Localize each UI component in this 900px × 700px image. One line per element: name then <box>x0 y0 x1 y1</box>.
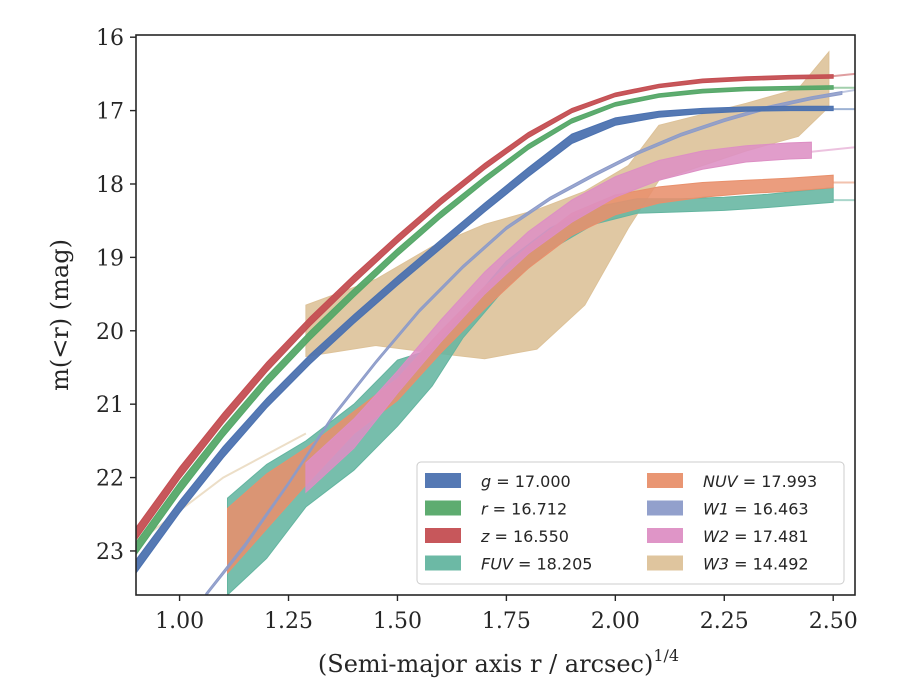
x-tick-label: 1.75 <box>482 609 531 634</box>
legend-label-g: g = 17.000 <box>481 472 571 491</box>
legend-swatch-z <box>425 528 461 543</box>
y-tick-label: 23 <box>96 540 124 565</box>
legend-swatch-w1 <box>647 500 683 516</box>
y-axis-label: m(<r) (mag) <box>46 239 74 391</box>
x-axis-label: (Semi-major axis r / arcsec)1/4 <box>318 646 679 678</box>
legend-swatch-g <box>425 473 461 488</box>
y-tick-label: 17 <box>96 100 124 125</box>
legend-box <box>416 461 845 585</box>
series-z-extension <box>833 72 855 78</box>
legend-label-r: r = 16.712 <box>481 500 567 519</box>
legend-label-nuv: NUV = 17.993 <box>703 472 817 491</box>
legend-swatch-r <box>425 500 461 516</box>
legend-swatch-w3 <box>647 555 683 571</box>
legend-label-z: z = 16.550 <box>480 527 569 546</box>
series-w2-band <box>305 141 812 494</box>
legend-label-w1: W1 = 16.463 <box>703 500 809 519</box>
series-w1-band <box>205 90 843 595</box>
series-r-band <box>136 85 834 556</box>
y-tick-label: 19 <box>96 246 124 271</box>
series-w2-extension <box>811 146 855 153</box>
plot-frame <box>135 34 856 596</box>
x-tick-label: 1.50 <box>373 609 422 634</box>
legend-label-fuv: FUV = 18.205 <box>481 555 592 574</box>
series-w1-extension <box>841 89 855 94</box>
y-tick-label: 18 <box>96 173 124 198</box>
y-tick-label: 21 <box>96 393 124 418</box>
legend: g = 17.000 r = 16.712 z = 16.550 FUV = 18.2… <box>416 461 845 585</box>
series-z-band <box>136 74 834 541</box>
legend-label-w3: W3 = 14.492 <box>703 555 809 574</box>
y-tick-label: 22 <box>96 467 124 492</box>
legend-swatch-w2 <box>647 528 683 543</box>
y-axis: 16 17 18 19 20 21 22 23 <box>96 26 136 565</box>
legend-swatch-fuv <box>425 555 461 571</box>
x-axis-label-exponent: 1/4 <box>653 646 679 665</box>
x-axis: 1.00 1.25 1.50 1.75 2.00 2.25 2.50 <box>155 595 858 634</box>
legend-label-w2: W2 = 17.481 <box>703 527 809 546</box>
legend-swatch-nuv <box>647 473 683 488</box>
x-tick-label: 1.25 <box>264 609 313 634</box>
x-tick-label: 1.00 <box>155 609 204 634</box>
x-tick-label: 2.00 <box>591 609 640 634</box>
x-tick-label: 2.50 <box>809 609 858 634</box>
y-tick-label: 20 <box>96 320 124 345</box>
y-tick-label: 16 <box>96 26 124 51</box>
x-axis-label-main: (Semi-major axis r / arcsec) <box>318 650 653 678</box>
x-tick-label: 2.25 <box>700 609 749 634</box>
series-g-band <box>136 105 834 574</box>
plot-series <box>136 50 855 595</box>
